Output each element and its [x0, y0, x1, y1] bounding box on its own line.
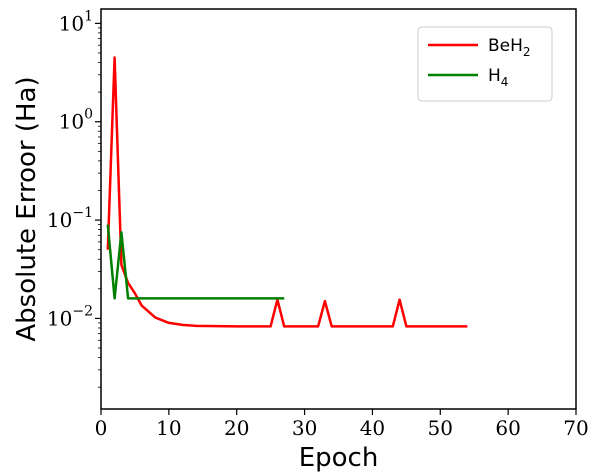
x-axis: 0 10 20 30 40 50 60 70	[95, 409, 589, 440]
y-axis: 101 100 10−1 10−2	[47, 8, 101, 388]
legend-box	[417, 26, 553, 102]
x-tick-label: 30	[292, 416, 317, 440]
x-tick-label: 50	[428, 416, 453, 440]
y-axis-title: Absolute Erroor (Ha)	[12, 76, 42, 341]
x-tick-label: 10	[156, 416, 181, 440]
x-tick-label: 20	[224, 416, 249, 440]
x-tick-label: 40	[360, 416, 385, 440]
plot-area	[106, 56, 468, 328]
legend-label: BeH2	[488, 36, 531, 59]
y-tick-label: 100	[59, 107, 93, 134]
y-tick-label: 101	[59, 8, 93, 35]
x-axis-title: Epoch	[299, 443, 379, 472]
series-line-beh2	[106, 56, 468, 328]
plot-frame	[100, 8, 577, 410]
y-tick-label: 10−2	[47, 303, 93, 330]
x-tick-label: 0	[95, 416, 108, 440]
x-tick-label: 70	[563, 416, 588, 440]
y-tick-label: 10−1	[47, 205, 93, 232]
series-line-h4	[106, 224, 285, 300]
x-tick-label: 60	[495, 416, 520, 440]
